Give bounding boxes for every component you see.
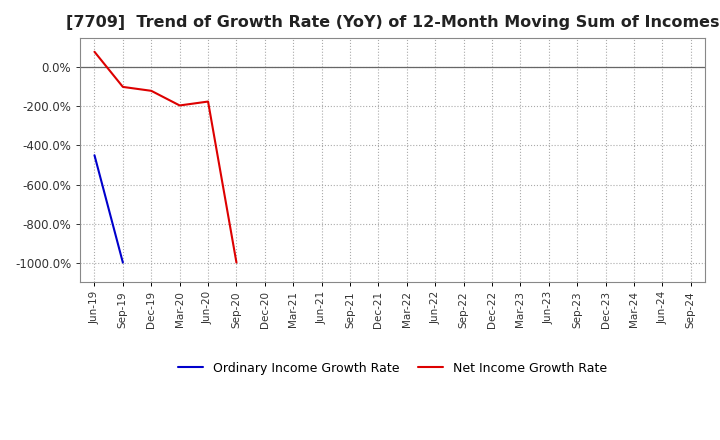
Net Income Growth Rate	[204, 99, 212, 104]
Legend: Ordinary Income Growth Rate, Net Income Growth Rate: Ordinary Income Growth Rate, Net Income …	[178, 362, 608, 374]
Title: [7709]  Trend of Growth Rate (YoY) of 12-Month Moving Sum of Incomes: [7709] Trend of Growth Rate (YoY) of 12-…	[66, 15, 719, 30]
Net Income Growth Rate	[119, 84, 127, 90]
Ordinary Income Growth Rate	[119, 260, 127, 265]
Ordinary Income Growth Rate	[90, 153, 99, 158]
Net Income Growth Rate	[147, 88, 156, 93]
Net Income Growth Rate	[90, 49, 99, 55]
Line: Ordinary Income Growth Rate: Ordinary Income Growth Rate	[94, 155, 123, 263]
Line: Net Income Growth Rate: Net Income Growth Rate	[94, 52, 236, 263]
Net Income Growth Rate	[176, 103, 184, 108]
Net Income Growth Rate	[232, 260, 240, 265]
